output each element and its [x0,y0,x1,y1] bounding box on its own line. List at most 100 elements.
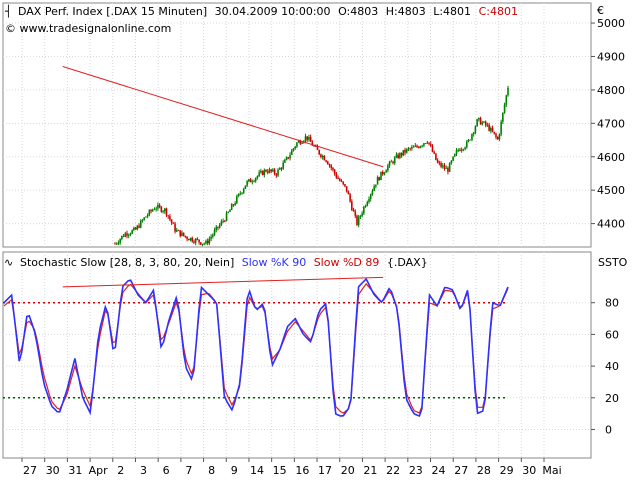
candle-body [179,230,182,236]
candle-body [294,146,296,149]
candle-body [203,243,206,245]
candle-body [417,146,420,148]
candle-body [323,155,326,161]
candle-body [414,145,417,147]
x-tick-label: 27 [23,464,37,477]
candle-body [175,230,178,232]
price-y-tick-label: 4400 [597,218,625,231]
candle-body [287,157,290,159]
candle-body [225,212,228,221]
candle-body [278,168,281,170]
candle-body [222,220,224,222]
candle-body [354,211,357,216]
candle-body [131,230,133,234]
candle-body [153,209,156,211]
candle-body [505,95,508,105]
candle-body [284,159,286,163]
candle-body [309,136,312,142]
candle-body [349,194,351,202]
candle-body [392,161,394,164]
candle-body [229,209,231,212]
candle-body [368,199,370,202]
candle-body [266,171,269,173]
price-trendline [62,66,384,168]
candle-body [227,211,230,213]
candle-body [399,153,401,159]
candle-body [500,121,502,135]
stochastic-lines [3,276,509,418]
candle-body [460,149,463,151]
candle-body [253,181,255,182]
candle-body [148,210,151,216]
x-tick-label: 30 [522,464,536,477]
candle-body [114,243,116,245]
candle-body [493,131,496,134]
x-tick-label: 28 [477,464,491,477]
candle-body [272,169,274,172]
candle-body [357,216,360,225]
candle-body [182,232,185,236]
price-y-tick-label: 4900 [597,50,625,63]
stochastic-y-tick-label: 60 [605,328,619,341]
candle-body [332,167,334,170]
candle-body [217,226,219,228]
price-y-tick-label: 4700 [597,117,625,130]
candle-body [129,233,132,235]
candle-body [136,225,139,230]
candle-body [507,87,509,96]
x-tick-label: 2 [117,464,124,477]
candle-body [385,170,387,173]
candle-body [407,148,410,150]
svg-text:DAX Perf. Index [.DAX 15 Minu: DAX Perf. Index [.DAX 15 Minuten] 30.04.… [18,5,518,18]
candle-body [344,184,346,187]
x-tick-label: 16 [295,464,309,477]
candle-body [474,126,477,133]
stochastic-y-tick-label: 40 [605,360,619,373]
candle-body [378,177,381,181]
candle-body [478,117,480,120]
candle-body [433,151,436,154]
candle-body [275,173,278,176]
candle-body [429,143,432,146]
candle-body [450,160,453,164]
candle-body [170,219,173,223]
candle-body [320,154,322,158]
candle-body [366,201,369,206]
x-tick-label: 23 [409,464,423,477]
candle-body [498,134,501,140]
x-tick-label: 17 [318,464,332,477]
candle-body [196,238,199,240]
candle-body [491,128,494,132]
stochastic-trendline [62,276,384,288]
candle-body [340,180,343,182]
candle-body [431,145,434,152]
x-tick-label: 3 [140,464,147,477]
candle-body [239,193,242,195]
candle-body [503,104,506,113]
x-tick-label: 27 [454,464,468,477]
candle-body [200,242,202,245]
candle-body [134,227,137,230]
low-label: L:4801 [433,5,471,18]
candle-body [388,161,391,166]
x-tick-label: 30 [46,464,60,477]
candle-body [189,237,192,241]
candle-body [347,191,350,195]
candle-body [342,181,345,185]
candle-body [201,243,204,245]
candle-body [404,149,406,153]
candle-body [345,186,348,192]
candle-body [393,157,396,164]
candle-body [479,117,482,125]
x-tick-label: 15 [273,464,287,477]
candle-body [167,215,170,217]
candle-body [246,181,248,186]
candle-body [486,124,489,126]
candle-body [335,173,338,178]
candle-body [251,181,254,183]
candle-body [289,154,291,159]
copyright-label: © www.tradesignalonline.com [5,22,171,35]
candle-body [438,162,441,164]
slow-d-legend: Slow %D 89 [314,256,380,269]
candle-body [220,221,223,225]
